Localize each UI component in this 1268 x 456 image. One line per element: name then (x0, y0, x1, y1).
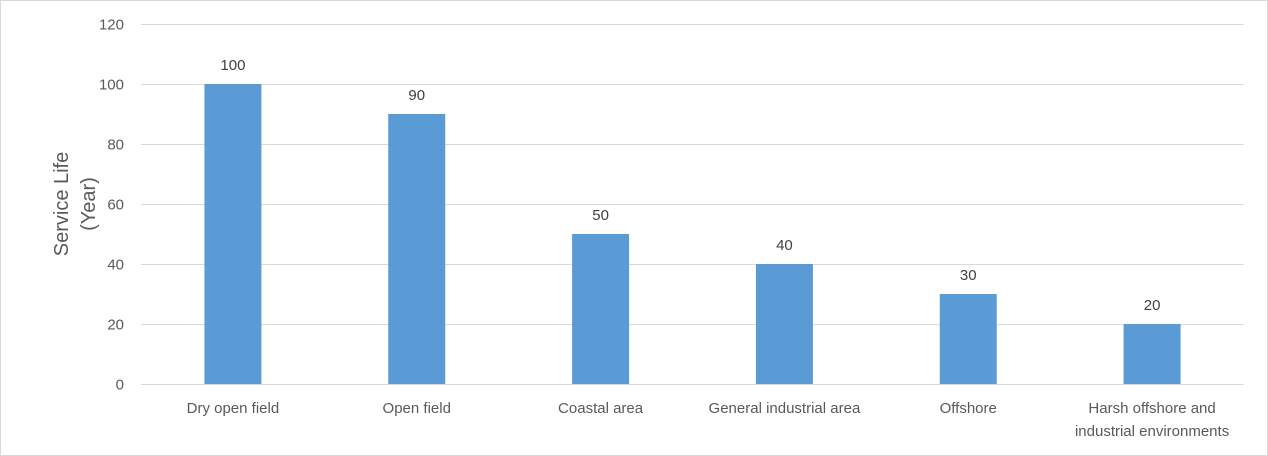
y-tick-label: 0 (116, 377, 124, 394)
x-tick-label: Coastal area (558, 400, 644, 417)
bar (572, 234, 630, 384)
x-tick-label: Harsh offshore and (1088, 400, 1215, 417)
y-axis-label-line: (Year) (78, 177, 100, 231)
x-tick-label: General industrial area (709, 400, 861, 417)
y-tick-label: 20 (107, 317, 124, 334)
gridlines (141, 24, 1244, 385)
y-tick-label: 60 (107, 197, 124, 214)
bar (755, 264, 813, 384)
y-tick-label: 80 (107, 137, 124, 154)
x-tick-label: industrial environments (1075, 423, 1229, 440)
x-tick-label: Dry open field (187, 400, 280, 417)
y-tick-label: 120 (99, 17, 124, 34)
bars (204, 84, 1181, 384)
data-label: 40 (776, 237, 793, 254)
bar (204, 84, 262, 384)
y-axis-label-line: Service Life (51, 152, 73, 257)
data-label: 50 (592, 207, 609, 224)
y-tick-label: 100 (99, 77, 124, 94)
data-label: 100 (220, 57, 245, 74)
data-labels: 100 90 50 40 30 20 (220, 57, 1160, 314)
bar (939, 294, 997, 384)
data-label: 20 (1144, 297, 1161, 314)
y-axis-ticks: 0 20 40 60 80 100 120 (99, 17, 124, 394)
bar (1123, 324, 1181, 384)
y-axis-label: Service Life (Year) (51, 152, 100, 257)
x-axis-ticks: Dry open field Open field Coastal area Gene… (187, 400, 1230, 440)
bar (388, 114, 446, 384)
data-label: 30 (960, 267, 977, 284)
y-tick-label: 40 (107, 257, 124, 274)
x-tick-label: Open field (383, 400, 451, 417)
x-tick-label: Offshore (940, 400, 997, 417)
data-label: 90 (408, 87, 425, 104)
